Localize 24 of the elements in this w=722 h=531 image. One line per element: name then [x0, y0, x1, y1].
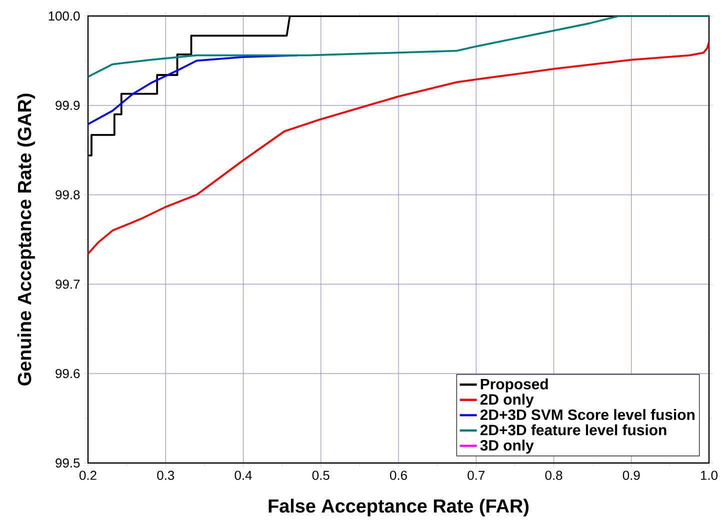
- y-tick-label: 99.9: [56, 100, 80, 110]
- y-tick-label: 99.6: [56, 369, 80, 378]
- legend-label: 2D+3D SVM Score level fusion: [480, 409, 694, 420]
- y-tick-label: 100.0: [48, 11, 80, 21]
- x-tick-label: 0.2: [80, 470, 96, 480]
- y-tick-label: 99.7: [56, 280, 80, 289]
- legend-label: 2D+3D feature level fusion: [480, 424, 666, 436]
- x-tick-label: 0.9: [622, 470, 640, 480]
- legend-label: 3D only: [480, 440, 534, 454]
- y-axis-title: Genuine Acceptance Rate (GAR): [17, 94, 35, 386]
- y-tick-label: 99.8: [56, 190, 80, 200]
- x-tick-label: 0.4: [234, 470, 252, 480]
- x-tick-label: 1.0: [700, 470, 718, 480]
- x-tick-label: 0.8: [545, 470, 562, 480]
- x-axis-title: False Acceptance Rate (FAR): [268, 498, 529, 516]
- line-series: [88, 40, 710, 255]
- y-tick-label: 99.5: [56, 458, 80, 468]
- x-tick-label: 0.7: [468, 470, 484, 480]
- x-tick-label: 0.6: [390, 470, 407, 480]
- legend-label: Proposed: [480, 378, 548, 392]
- legend-label: 2D only: [480, 394, 534, 408]
- x-tick-label: 0.5: [312, 470, 330, 480]
- x-tick-label: 0.3: [157, 470, 174, 480]
- line-series: [88, 16, 710, 78]
